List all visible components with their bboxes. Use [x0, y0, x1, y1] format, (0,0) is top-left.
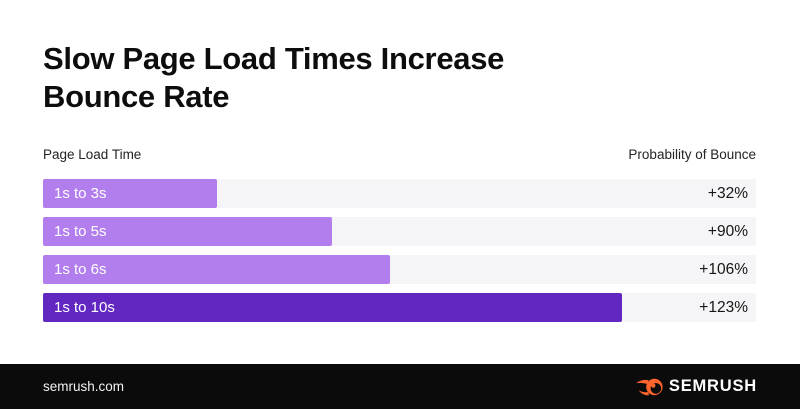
- footer: semrush.com SEMRUSH: [0, 364, 800, 409]
- bar-fill: 1s to 3s: [43, 179, 217, 208]
- bar-value: +90%: [707, 222, 748, 240]
- bar-value: +123%: [699, 298, 748, 316]
- column-headers: Page Load Time Probability of Bounce: [43, 147, 756, 164]
- bar-label: 1s to 6s: [54, 261, 107, 278]
- bar-row-1s-to-5s: 1s to 5s +90%: [43, 217, 756, 246]
- bar-value: +106%: [699, 260, 748, 278]
- bar-label: 1s to 3s: [54, 185, 107, 202]
- bar-row-1s-to-3s: 1s to 3s +32%: [43, 179, 756, 208]
- semrush-logo: SEMRUSH: [635, 376, 757, 398]
- page-title-line-2: Bounce Rate: [43, 79, 230, 114]
- bar-fill: 1s to 5s: [43, 217, 333, 246]
- page-title: Slow Page Load Times Increase Bounce Rat…: [43, 0, 756, 116]
- bar-label: 1s to 10s: [54, 299, 115, 316]
- column-header-probability-of-bounce: Probability of Bounce: [628, 147, 756, 162]
- bar-chart: 1s to 3s +32% 1s to 5s +90% 1s to 6s +10…: [43, 179, 756, 322]
- bar-fill: 1s to 6s: [43, 255, 391, 284]
- bar-label: 1s to 5s: [54, 223, 107, 240]
- page-title-line-1: Slow Page Load Times Increase: [43, 41, 505, 76]
- semrush-flame-icon: [635, 376, 663, 398]
- column-header-page-load-time: Page Load Time: [43, 147, 142, 162]
- bar-row-1s-to-6s: 1s to 6s +106%: [43, 255, 756, 284]
- chart-content: Slow Page Load Times Increase Bounce Rat…: [43, 0, 756, 322]
- bar-fill: 1s to 10s: [43, 293, 622, 322]
- semrush-wordmark: SEMRUSH: [668, 377, 757, 395]
- bar-row-1s-to-10s: 1s to 10s +123%: [43, 293, 756, 322]
- footer-site-url: semrush.com: [43, 379, 125, 394]
- bar-value: +32%: [707, 184, 748, 202]
